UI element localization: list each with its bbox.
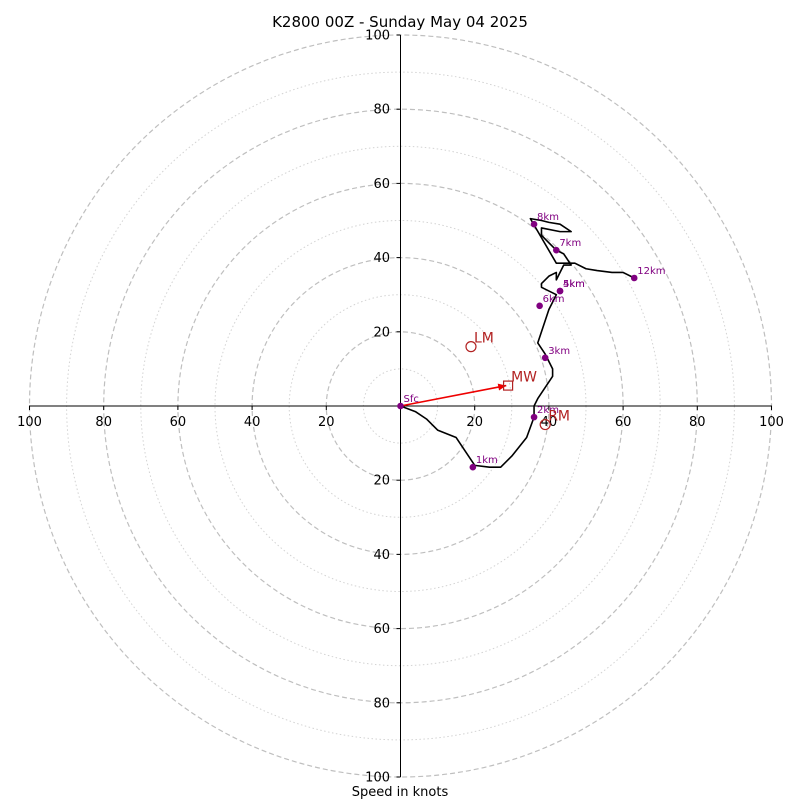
x-tick-label: 100 xyxy=(759,415,784,430)
height-label-3km: 3km xyxy=(548,346,570,357)
height-label-5km: 5km xyxy=(563,279,585,290)
y-tick-label: 20 xyxy=(373,474,390,489)
storm-label-MW: MW xyxy=(511,370,537,386)
height-marker-12km xyxy=(630,274,638,282)
x-tick-label: 40 xyxy=(244,415,261,430)
x-tick-label: 40 xyxy=(541,415,558,430)
y-tick-label: 20 xyxy=(373,325,390,340)
height-label-8km: 8km xyxy=(537,212,559,223)
height-marker-1km xyxy=(469,463,477,471)
y-tick-label: 60 xyxy=(373,177,390,192)
height-marker-8km xyxy=(530,220,538,228)
height-label-1km: 1km xyxy=(476,455,498,466)
height-marker-2km xyxy=(530,413,538,421)
chart-title: K2800 00Z - Sunday May 04 2025 xyxy=(272,13,528,31)
y-tick-label: 100 xyxy=(365,771,390,786)
height-label-Sfc: Sfc xyxy=(404,394,419,405)
height-marker-7km xyxy=(553,246,560,254)
x-tick-label: 80 xyxy=(689,415,706,430)
y-tick-label: 80 xyxy=(373,696,390,711)
x-tick-label: 20 xyxy=(466,415,483,430)
hodograph-trace xyxy=(400,217,635,469)
y-tick-label: 80 xyxy=(373,103,390,118)
storm-marker-RM xyxy=(539,418,551,431)
x-tick-label: 20 xyxy=(318,415,335,430)
height-marker-Sfc xyxy=(397,402,404,410)
x-tick-label: 60 xyxy=(615,415,632,430)
tick-labels: 100 80 60 40 20 20 40 60 80 100 20 40 60 80 100 20 40 60 8… xyxy=(17,29,784,786)
x-tick-label: 100 xyxy=(17,415,42,430)
y-tick-label: 60 xyxy=(373,622,390,637)
x-tick-label: 80 xyxy=(95,415,112,430)
x-axis-label: Speed in knots xyxy=(352,785,449,800)
height-label-7km: 7km xyxy=(559,238,581,249)
storm-marker-MW xyxy=(502,380,514,391)
height-marker-6km xyxy=(536,302,543,310)
y-tick-label: 40 xyxy=(373,251,390,266)
storm-label-RM: RM xyxy=(548,409,570,425)
hodograph-trace-layer xyxy=(400,217,635,469)
mean-wind-arrow-line xyxy=(400,384,507,407)
height-marker-3km xyxy=(541,354,549,362)
height-label-6km: 6km xyxy=(543,294,565,305)
storm-marker-LM xyxy=(465,341,477,353)
storm-label-LM: LM xyxy=(474,331,494,347)
storm-motion-markers: LM RM MW xyxy=(465,331,570,431)
height-marker-5km xyxy=(556,287,564,295)
y-tick-label: 40 xyxy=(373,548,390,563)
y-tick-label: 100 xyxy=(365,29,390,44)
x-tick-label: 60 xyxy=(170,415,187,430)
height-label-2km: 2km xyxy=(537,405,559,416)
height-label-4km: 4km xyxy=(563,279,585,290)
height-label-12km: 12km xyxy=(637,266,665,277)
